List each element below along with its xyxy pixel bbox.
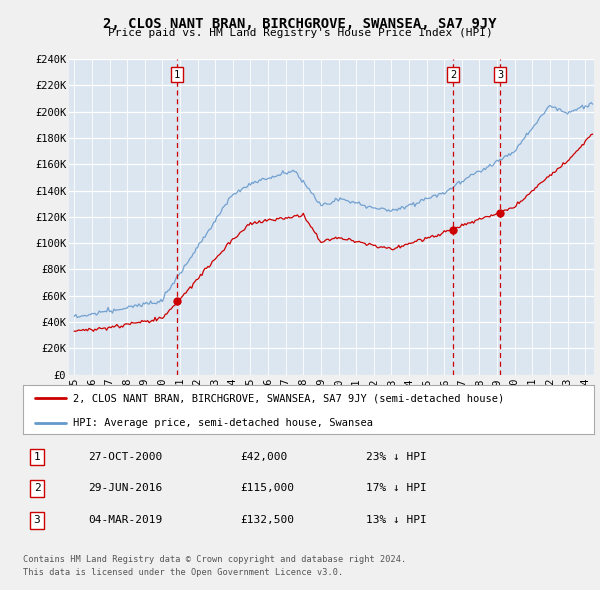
Text: 29-JUN-2016: 29-JUN-2016 (88, 483, 163, 493)
Text: 23% ↓ HPI: 23% ↓ HPI (365, 452, 426, 462)
Text: HPI: Average price, semi-detached house, Swansea: HPI: Average price, semi-detached house,… (73, 418, 373, 428)
Text: 13% ↓ HPI: 13% ↓ HPI (365, 515, 426, 525)
Text: 3: 3 (34, 515, 40, 525)
Text: 17% ↓ HPI: 17% ↓ HPI (365, 483, 426, 493)
Text: 1: 1 (173, 70, 180, 80)
Text: 2, CLOS NANT BRAN, BIRCHGROVE, SWANSEA, SA7 9JY (semi-detached house): 2, CLOS NANT BRAN, BIRCHGROVE, SWANSEA, … (73, 394, 505, 404)
Text: Price paid vs. HM Land Registry's House Price Index (HPI): Price paid vs. HM Land Registry's House … (107, 28, 493, 38)
Text: £132,500: £132,500 (240, 515, 294, 525)
Text: 2: 2 (34, 483, 40, 493)
Text: This data is licensed under the Open Government Licence v3.0.: This data is licensed under the Open Gov… (23, 568, 343, 576)
Text: £115,000: £115,000 (240, 483, 294, 493)
Text: 2: 2 (450, 70, 456, 80)
Text: 1: 1 (34, 452, 40, 462)
Text: 3: 3 (497, 70, 503, 80)
Text: 27-OCT-2000: 27-OCT-2000 (88, 452, 163, 462)
Text: Contains HM Land Registry data © Crown copyright and database right 2024.: Contains HM Land Registry data © Crown c… (23, 555, 406, 563)
Text: 2, CLOS NANT BRAN, BIRCHGROVE, SWANSEA, SA7 9JY: 2, CLOS NANT BRAN, BIRCHGROVE, SWANSEA, … (103, 17, 497, 31)
Text: 04-MAR-2019: 04-MAR-2019 (88, 515, 163, 525)
Text: £42,000: £42,000 (240, 452, 287, 462)
